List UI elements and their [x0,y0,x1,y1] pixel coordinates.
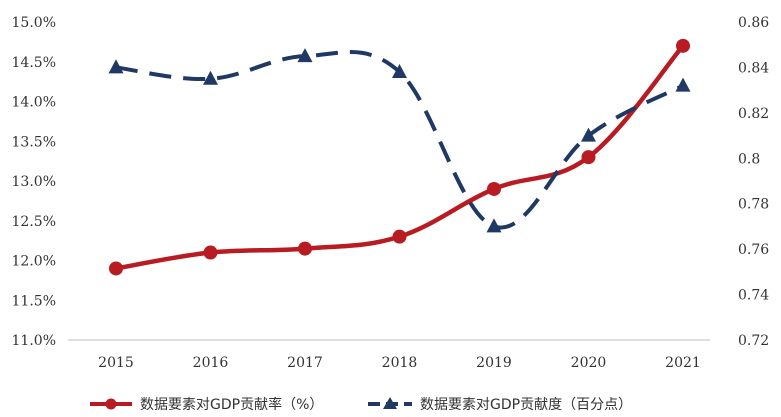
left-tick-label: 11.5% [12,293,56,309]
right-tick-label: 0.76 [738,242,769,258]
left-tick-label: 13.5% [12,134,56,150]
x-tick-label: 2016 [193,355,229,371]
legend-item-contribution-rate: 数据要素对GDP贡献率（%） [90,396,323,413]
left-tick-label: 11.0% [12,333,56,349]
left-tick-label: 12.0% [12,254,56,270]
data-point-triangle [392,63,407,78]
data-point-triangle [581,127,596,142]
data-point-circle [298,241,312,256]
left-tick-label: 13.0% [12,174,56,190]
data-point-triangle [675,77,691,92]
right-tick-label: 0.72 [738,333,769,349]
data-point-circle [203,245,218,260]
data-point-triangle [297,48,313,63]
legend-item-contribution-degree: 数据要素对GDP贡献度（百分点） [368,397,632,413]
right-tick-label: 0.82 [738,106,769,122]
right-tick-label: 0.74 [738,288,769,304]
right-y-axis: 0.86 0.84 0.82 0.8 0.78 0.76 0.74 0.72 [738,15,769,349]
data-point-circle [392,229,407,244]
data-point-triangle [486,218,502,233]
left-tick-label: 15.0% [12,15,56,31]
legend-label-contribution-degree: 数据要素对GDP贡献度（百分点） [420,397,632,413]
left-y-axis: 15.0% 14.5% 14.0% 13.5% 13.0% 12.5% 12.0% 11.5%… [12,15,56,349]
x-tick-label: 2020 [571,355,607,371]
right-tick-label: 0.78 [738,197,769,213]
left-tick-label: 12.5% [12,214,56,230]
data-point-circle [487,181,501,196]
left-tick-label: 14.5% [12,55,56,71]
left-tick-label: 14.0% [12,95,56,111]
right-tick-label: 0.8 [738,151,760,167]
data-point-circle [109,261,123,276]
data-point-triangle [203,70,218,85]
data-point-triangle [108,59,124,74]
legend-label-contribution-rate: 数据要素对GDP贡献率（%） [140,396,323,413]
right-tick-label: 0.86 [738,15,769,31]
legend-swatch-red-marker [105,398,117,410]
x-tick-label: 2019 [476,355,512,371]
series-layer [108,38,691,276]
legend-swatch-blue-marker [383,397,397,409]
data-point-circle [676,38,690,53]
data-point-circle [581,150,596,165]
x-tick-label: 2015 [98,355,134,371]
x-axis: 2015 2016 2017 2018 2019 2020 2021 [98,355,701,371]
x-tick-label: 2017 [287,355,323,371]
right-tick-label: 0.84 [738,60,769,76]
x-tick-label: 2021 [665,355,701,371]
legend: 数据要素对GDP贡献率（%） 数据要素对GDP贡献度（百分点） [90,396,632,413]
series-line-contribution-degree [115,50,684,230]
x-tick-label: 2018 [382,355,418,371]
